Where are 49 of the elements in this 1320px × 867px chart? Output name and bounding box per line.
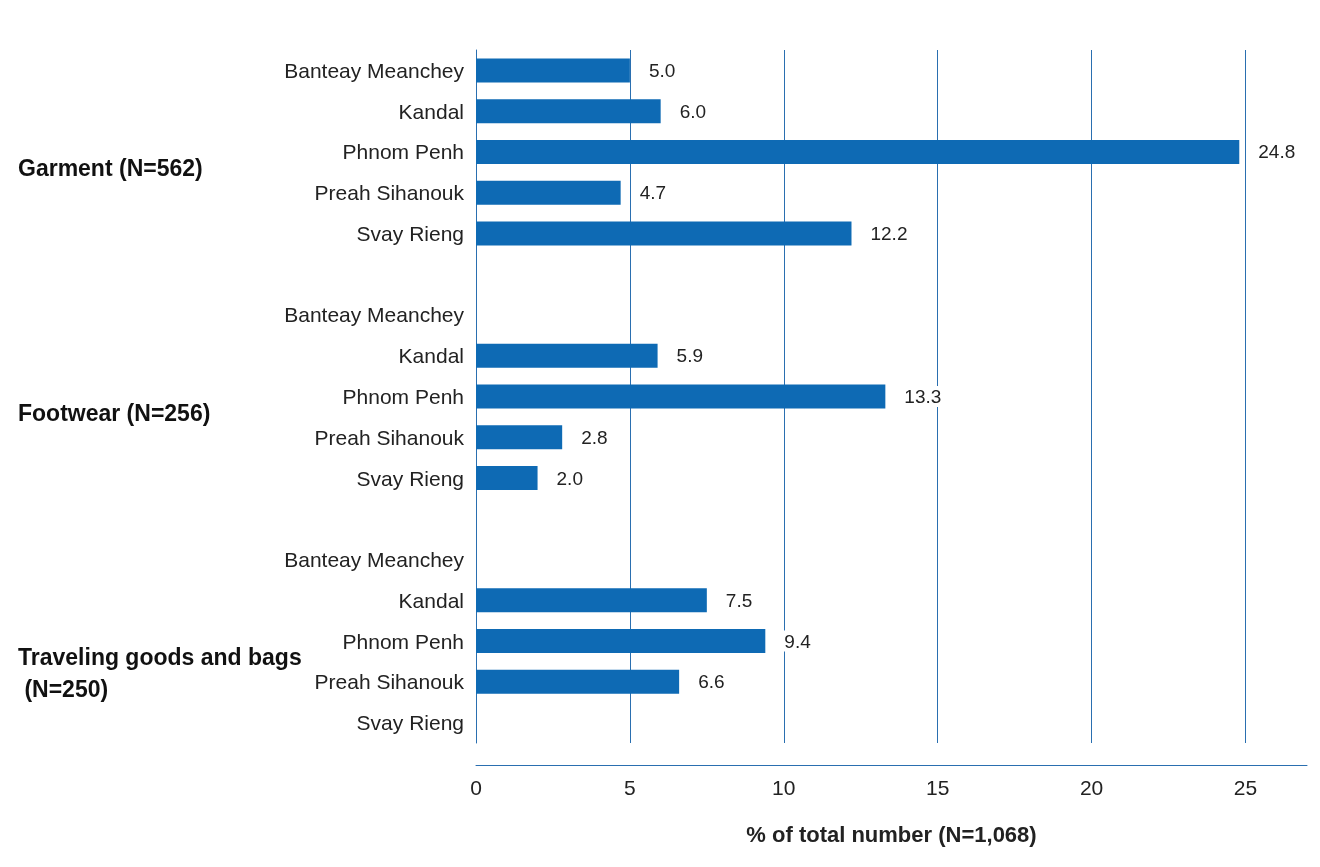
x-axis-title: % of total number (N=1,068) (746, 821, 1037, 847)
y-tick-label: Banteay Meanchey (284, 58, 465, 82)
data-label: 9.4 (784, 630, 812, 652)
bar (476, 629, 766, 654)
data-label: 12.2 (870, 222, 908, 244)
data-label: 5.0 (648, 59, 676, 81)
bar (476, 669, 680, 694)
bar (476, 343, 658, 368)
data-label: 6.0 (679, 100, 707, 122)
y-tick-label: Preah Sihanouk (314, 670, 465, 694)
data-label: 6.6 (698, 671, 725, 693)
y-tick-label: Banteay Meanchey (284, 548, 465, 572)
x-tick-label: 0 (470, 776, 482, 799)
y-tick-label: Svay Rieng (356, 711, 464, 735)
bar (476, 99, 661, 124)
data-label: 2.0 (556, 467, 583, 489)
x-tick-label: 25 (1233, 776, 1258, 799)
y-tick-label: Preah Sihanouk (314, 425, 465, 449)
data-label: 5.9 (676, 345, 704, 367)
text: Footwear (N=256) (18, 399, 211, 426)
y-tick-label: Preah Sihanouk (314, 181, 465, 205)
x-tick-label: 5 (624, 776, 636, 799)
bar (476, 466, 538, 491)
y-tick-label: Kandal (398, 99, 464, 123)
data-label: 2.8 (581, 426, 608, 448)
text: Garment (N=562) (18, 154, 203, 181)
y-tick-label: Kandal (398, 344, 464, 368)
x-tick-label: 15 (925, 776, 950, 799)
text: Traveling goods and bags (N=250) (18, 644, 302, 703)
data-label: 7.5 (725, 589, 753, 611)
y-tick-label: Kandal (398, 588, 464, 612)
x-tick-label: 10 (772, 776, 796, 799)
y-tick-label: Svay Rieng (356, 466, 464, 490)
y-tick-label: Phnom Penh (342, 385, 464, 408)
x-tick-label: 20 (1079, 776, 1104, 799)
data-label: 4.7 (639, 182, 667, 204)
y-tick-label: Svay Rieng (356, 221, 464, 245)
data-label: 24.8 (1258, 141, 1296, 163)
bar (476, 384, 886, 409)
bar (476, 588, 707, 613)
bar (476, 221, 852, 246)
y-tick-label: Phnom Penh (342, 140, 464, 164)
bar (476, 139, 1240, 164)
bar (476, 58, 630, 83)
y-tick-label: Phnom Penh (342, 629, 464, 653)
data-label: 13.3 (904, 386, 942, 407)
y-tick-label: Banteay Meanchey (284, 303, 465, 327)
bar (476, 180, 621, 205)
bar (476, 425, 563, 450)
